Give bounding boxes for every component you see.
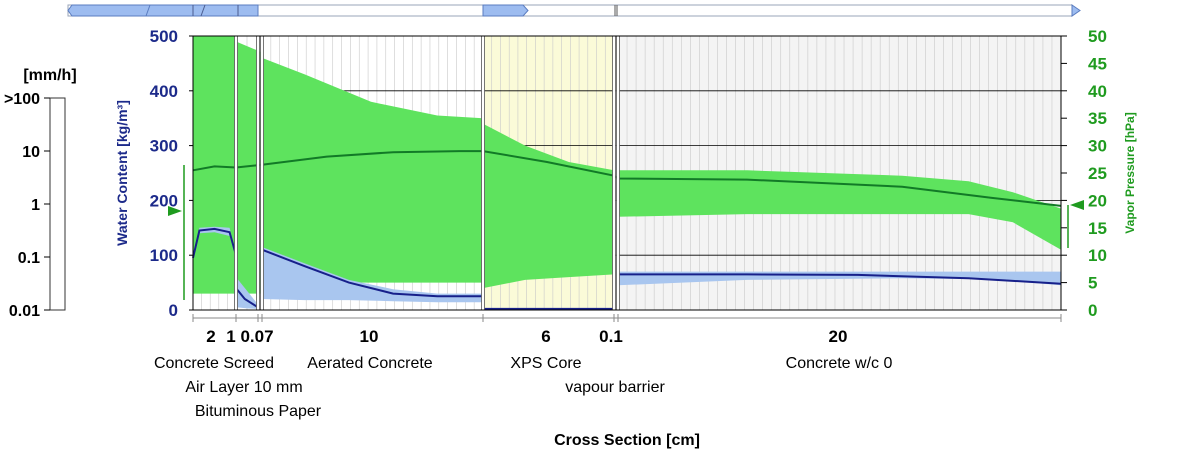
water-envelope-aerated: [262, 247, 483, 303]
layer-name-label: Air Layer 10 mm: [185, 379, 302, 396]
right-tick-label: 50: [1088, 27, 1107, 46]
layer-thickness-label: 6: [541, 327, 550, 346]
left-axis-ticks: 0 100 200 300 400 500: [150, 27, 193, 320]
water-content-line-1: [235, 287, 259, 309]
left-tick-label: 500: [150, 27, 178, 46]
layer-name-label: Aerated Concrete: [307, 355, 433, 372]
layer-thickness-label: 0.1: [599, 327, 623, 346]
vapor-envelope-screed: [193, 36, 236, 294]
rain-tick-label: 1: [31, 197, 40, 214]
x-axis: 2 Concrete Screed 1 Air Layer 10 mm 0.07 Bitu…: [154, 314, 1062, 449]
water-content-line-4: [618, 273, 1062, 285]
right-tick-label: 15: [1088, 219, 1107, 238]
rain-scale: [mm/h] >100 10 1 0.1 0.01: [4, 67, 77, 320]
water-content-line-2: [261, 248, 483, 298]
layer-name-label: Bituminous Paper: [195, 403, 322, 420]
right-tick-label: 35: [1088, 109, 1107, 128]
right-tick-label: 5: [1088, 274, 1097, 293]
plot-area: [192, 35, 1062, 311]
left-tick-label: 100: [150, 246, 178, 265]
rain-tick-label: 0.1: [18, 250, 40, 267]
rain-scale-unit: [mm/h]: [23, 67, 76, 84]
layer-thickness-label: 0.07: [240, 327, 273, 346]
layer-navigator-bar[interactable]: [67, 4, 1081, 17]
right-tick-label: 30: [1088, 137, 1107, 156]
interior-vapor-marker: [1070, 200, 1084, 210]
nav-middle-segment[interactable]: [482, 4, 529, 17]
layer-name-label: Concrete Screed: [154, 355, 274, 372]
vapor-envelope-concrete: [618, 170, 1061, 250]
layer-thickness-label: 20: [829, 327, 848, 346]
layer-name-label: vapour barrier: [565, 379, 665, 396]
rain-tick-label: 10: [22, 144, 40, 161]
layer-thickness-label: 1: [226, 327, 235, 346]
water-content-line-0: [192, 227, 237, 259]
layer-name-label: XPS Core: [510, 355, 581, 372]
rain-tick-label: 0.01: [9, 303, 40, 320]
water-envelope-air: [236, 277, 258, 309]
right-axis-title: Vapor Pressure [hPa]: [1123, 112, 1137, 233]
exterior-vapor-marker: [168, 206, 182, 216]
right-tick-label: 20: [1088, 191, 1107, 210]
x-axis-title: Cross Section [cm]: [554, 432, 700, 449]
right-tick-label: 40: [1088, 82, 1107, 101]
left-axis-title: Water Content [kg/m³]: [114, 100, 130, 246]
vapor-envelope-aerated: [262, 57, 483, 289]
layer-thickness-label: 2: [206, 327, 215, 346]
nav-right-arrow[interactable]: [1071, 4, 1081, 17]
vapor-envelope-air: [236, 41, 262, 294]
layer-name-label: Concrete w/c 0: [786, 355, 893, 372]
vapor-envelope-xps: [483, 123, 614, 289]
nav-left-segment[interactable]: [67, 4, 259, 17]
layer-thickness-label: 10: [360, 327, 379, 346]
right-tick-label: 25: [1088, 164, 1107, 183]
right-tick-label: 45: [1088, 54, 1107, 73]
right-tick-label: 0: [1088, 301, 1097, 320]
left-tick-label: 400: [150, 82, 178, 101]
right-tick-label: 10: [1088, 246, 1107, 265]
left-tick-label: 300: [150, 137, 178, 156]
left-tick-label: 200: [150, 191, 178, 210]
right-axis-ticks: 0 5 10 15 20 25 30 35 40 45 50: [1061, 27, 1107, 320]
left-tick-label: 0: [169, 301, 178, 320]
rain-tick-label: >100: [4, 91, 40, 108]
